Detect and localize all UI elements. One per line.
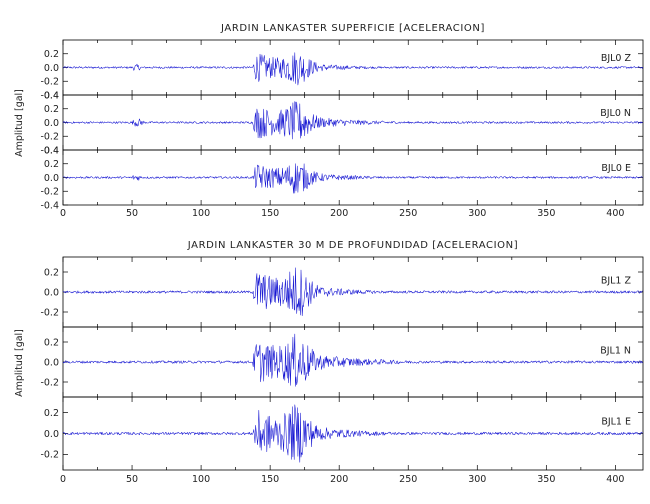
y-axis-label: Amplitud [gal]: [14, 89, 25, 157]
x-tick-label: 350: [537, 474, 555, 485]
y-axis-label: Amplitud [gal]: [14, 329, 25, 397]
x-tick-label: 400: [606, 208, 624, 219]
x-tick-label: 300: [468, 208, 486, 219]
y-tick-label: 0.2: [44, 159, 59, 170]
panel-bjl1-z: 0.2 0.0 -0.2 BJL1 Z: [40, 256, 644, 328]
x-tick-label: 200: [330, 474, 348, 485]
panel-bjl1-n: 0.2 0.0 -0.2 BJL1 N: [40, 326, 644, 398]
y-tick-label: 0.2: [44, 337, 59, 348]
y-tick-label: 0.0: [44, 63, 59, 74]
waveform-trace: [62, 333, 644, 387]
y-tick-label: -0.2: [40, 77, 59, 88]
y-tick-label: -0.2: [40, 450, 59, 461]
panel-bjl1-e: 0.2 0.0 -0.2 BJL1 E: [40, 396, 644, 471]
waveform-trace: [62, 101, 643, 140]
x-tick-label: 300: [468, 474, 486, 485]
waveform-trace: [62, 404, 643, 463]
y-tick-label: 0.0: [44, 357, 59, 368]
panel-bjl0-z: 0.2 0.0 -0.2 -0.4 BJL0 Z: [40, 39, 644, 101]
x-tick-label: 0: [60, 474, 66, 485]
x-tick-label: 100: [192, 208, 210, 219]
channel-label: BJL0 E: [601, 163, 631, 174]
y-tick-label: -0.2: [40, 187, 59, 198]
waveform-trace: [62, 267, 643, 316]
x-tick-label: 50: [126, 208, 138, 219]
y-tick-label: -0.4: [40, 145, 59, 156]
y-tick-label: 0.2: [44, 267, 59, 278]
chart-2: JARDIN LANKASTER 30 M DE PROFUNDIDAD [AC…: [14, 240, 644, 485]
waveform-trace: [62, 52, 644, 86]
channel-label: BJL0 N: [600, 108, 631, 119]
x-tick-label: 250: [399, 474, 417, 485]
x-tick-label: 100: [192, 474, 210, 485]
panel-bjl0-e: 0.4 0.2 0.0 -0.2 -0.4 BJL0 E: [40, 145, 644, 211]
x-tick-label: 150: [261, 474, 279, 485]
y-tick-label: 0.0: [44, 173, 59, 184]
panel-bjl0-n: 0.4 0.2 0.0 -0.2 -0.4 BJL0 N: [40, 90, 644, 156]
x-tick-label: 350: [537, 208, 555, 219]
y-tick-label: 0.2: [44, 49, 59, 60]
y-tick-label: -0.2: [40, 307, 59, 318]
y-tick-label: 0.2: [44, 408, 59, 419]
x-tick-label: 400: [606, 474, 624, 485]
y-tick-label: -0.2: [40, 377, 59, 388]
chart-title: JARDIN LANKASTER SUPERFICIE [ACELERACION…: [220, 23, 485, 34]
x-tick-label: 150: [261, 208, 279, 219]
x-tick-label: 50: [126, 474, 138, 485]
x-tick-label: 200: [330, 208, 348, 219]
channel-label: BJL1 Z: [601, 276, 632, 287]
y-tick-label: 0.4: [44, 90, 59, 101]
chart-title: JARDIN LANKASTER 30 M DE PROFUNDIDAD [AC…: [187, 240, 518, 251]
waveform-trace: [62, 163, 643, 194]
y-tick-label: 0.2: [44, 104, 59, 115]
x-tick-label: 0: [60, 208, 66, 219]
chart-1: JARDIN LANKASTER SUPERFICIE [ACELERACION…: [14, 23, 644, 219]
y-tick-label: 0.4: [44, 145, 59, 156]
channel-label: BJL1 N: [600, 346, 631, 357]
y-tick-label: 0.0: [44, 429, 59, 440]
x-tick-label: 250: [399, 208, 417, 219]
panel-frame: [62, 326, 644, 398]
y-tick-label: -0.2: [40, 132, 59, 143]
y-tick-label: -0.4: [40, 90, 59, 101]
channel-label: BJL1 E: [601, 417, 631, 428]
y-tick-label: 0.0: [44, 287, 59, 298]
y-tick-label: 0.0: [44, 118, 59, 129]
y-tick-label: -0.4: [40, 200, 59, 211]
channel-label: BJL0 Z: [601, 53, 632, 64]
